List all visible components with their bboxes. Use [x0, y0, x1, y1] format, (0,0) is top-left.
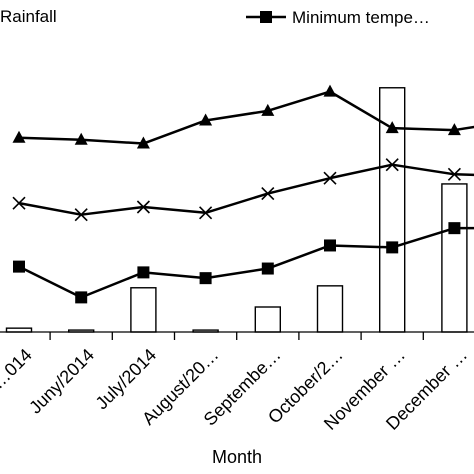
plot-area: [5, 84, 474, 333]
x-marker: [261, 186, 275, 201]
triangle-marker: [199, 113, 213, 126]
x-marker: [385, 158, 399, 172]
x-marker: [323, 171, 337, 185]
rainfall-bar: [316, 285, 344, 333]
legend-marker-square: [260, 11, 272, 23]
x-marker-stroke: [261, 186, 275, 201]
rainfall-bar: [130, 287, 157, 333]
x-marker-stroke: [74, 208, 88, 222]
x-axis-title: Month: [212, 447, 262, 467]
x-marker-stroke: [447, 167, 461, 181]
triangle-marker: [323, 84, 337, 97]
x-tick-label: Juny/2014: [25, 345, 98, 418]
legend-label-minimum-temperature: Minimum tempe…: [292, 8, 430, 27]
rainfall-bar: [254, 306, 282, 333]
x-marker-stroke: [323, 171, 337, 185]
triangle-marker: [12, 130, 26, 143]
triangle-marker: [74, 132, 88, 145]
x-marker-stroke: [199, 206, 213, 220]
x-marker-stroke: [136, 200, 150, 214]
square-marker: [324, 239, 336, 252]
legend: Rainfall Minimum tempe…: [0, 7, 430, 27]
square-marker: [448, 222, 461, 235]
rainfall-bar: [441, 183, 468, 333]
series-line-triangle: [18, 90, 474, 145]
x-marker-stroke: [385, 158, 399, 172]
triangle-marker: [261, 103, 275, 116]
square-marker: [261, 262, 274, 275]
series-line-x: [18, 163, 474, 216]
x-marker: [447, 167, 461, 181]
x-marker: [136, 200, 150, 214]
series-line-square: [18, 226, 474, 299]
x-axis-tick-labels: …014Juny/2014July/2014August/20…Septembe…: [0, 345, 471, 434]
x-marker-stroke: [12, 196, 26, 210]
legend-label-rainfall: Rainfall: [0, 7, 57, 26]
x-axis-ticks: [49, 332, 424, 340]
square-marker: [13, 260, 25, 273]
x-marker: [199, 206, 213, 220]
square-marker: [386, 241, 399, 254]
x-marker: [74, 208, 88, 222]
triangle-marker: [447, 123, 461, 136]
square-marker: [75, 291, 88, 304]
triangle-marker: [136, 136, 150, 149]
square-marker: [137, 266, 150, 279]
square-marker: [199, 272, 212, 285]
x-marker: [12, 196, 26, 210]
triangle-marker: [385, 121, 399, 134]
x-tick-label: …014: [0, 345, 36, 393]
